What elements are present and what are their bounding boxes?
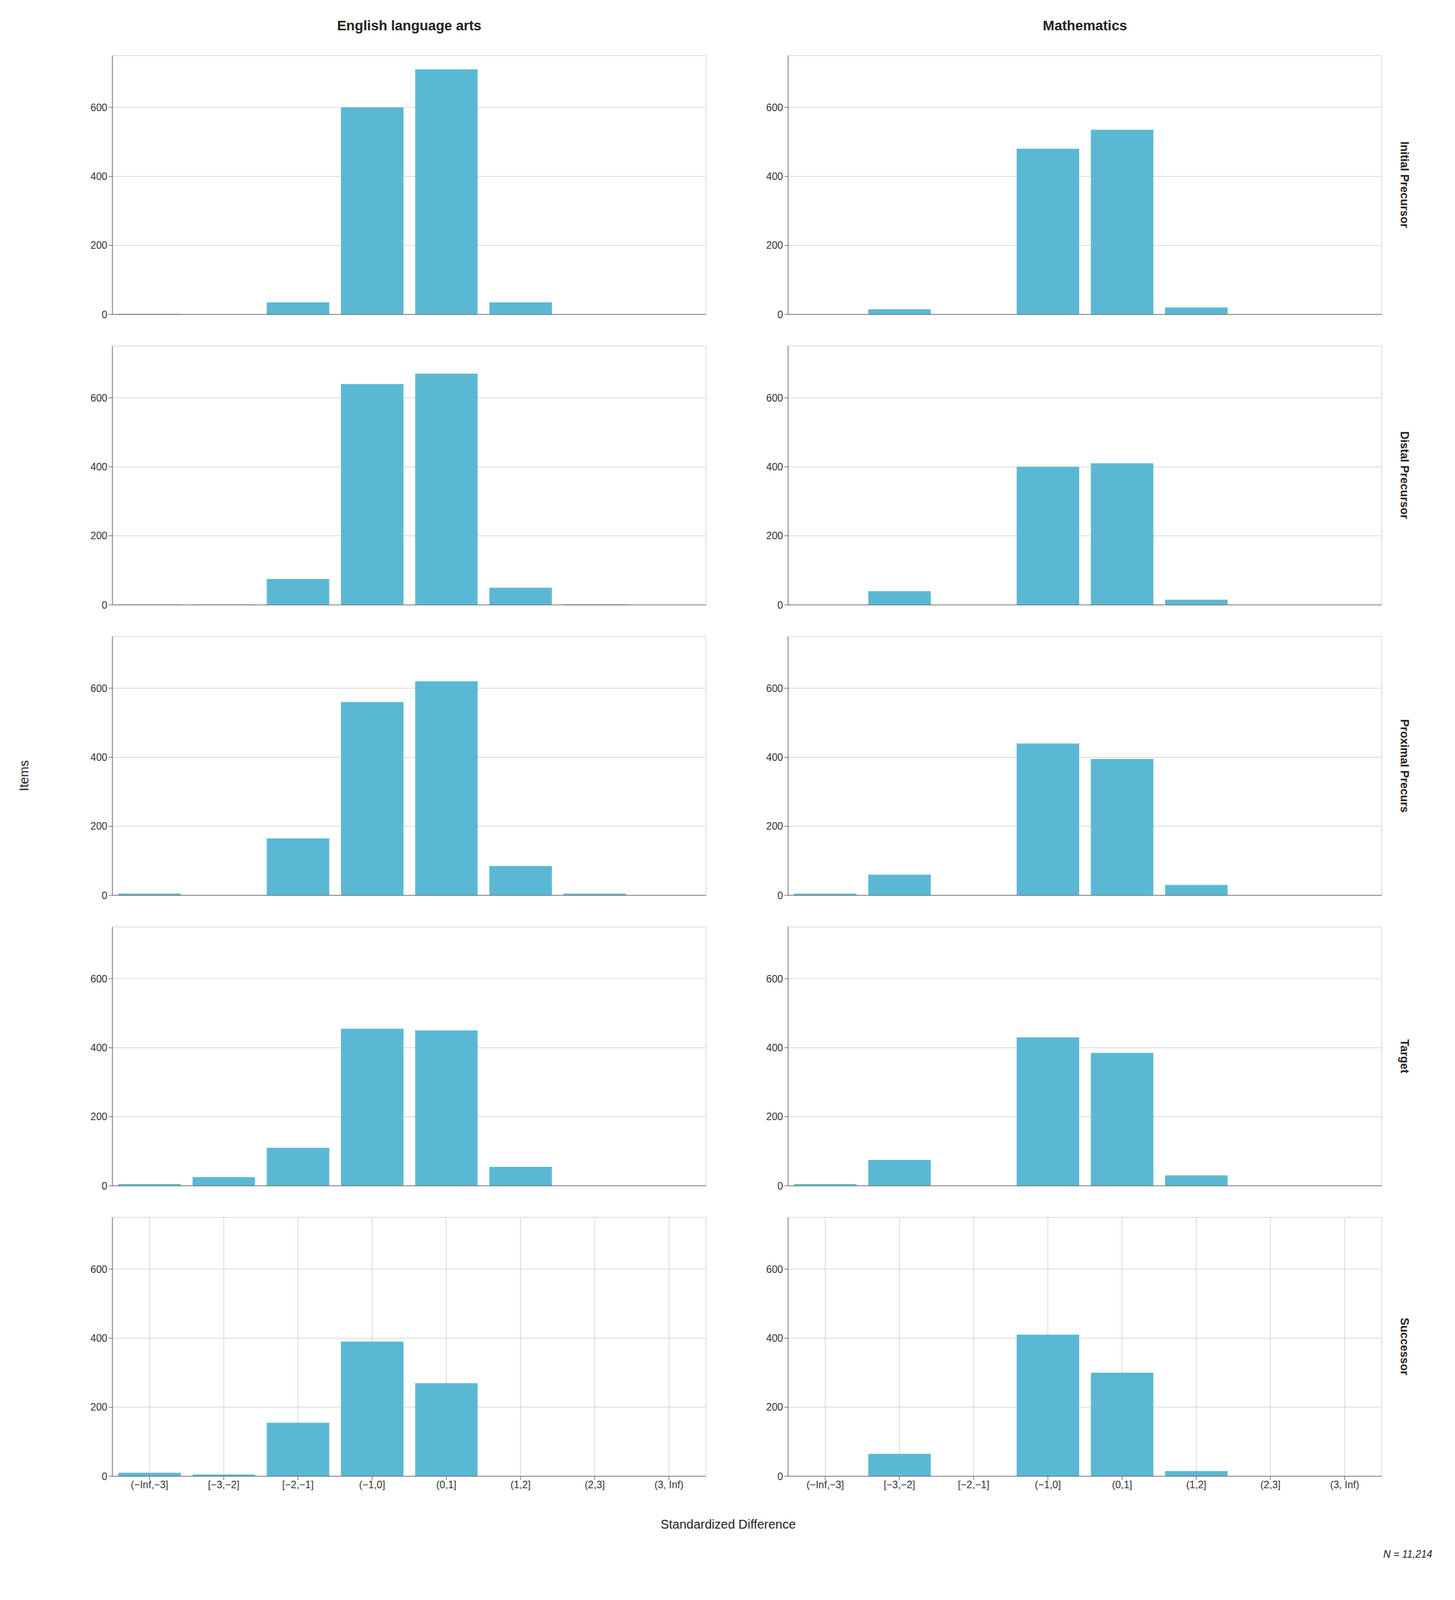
svg-text:600: 600 [766,683,784,695]
svg-text:0: 0 [777,599,784,611]
svg-text:(−1,0]: (−1,0] [1035,1479,1061,1491]
svg-text:400: 400 [766,1042,784,1054]
svg-text:(−1,0]: (−1,0] [359,1479,386,1491]
svg-text:200: 200 [766,820,784,832]
svg-text:0: 0 [101,309,108,321]
svg-text:(1,2]: (1,2] [1185,1479,1207,1491]
svg-text:400: 400 [766,1333,784,1344]
svg-text:0: 0 [777,890,784,902]
svg-text:0: 0 [101,1180,108,1192]
svg-text:[−3,−2]: [−3,−2] [883,1479,916,1491]
svg-text:0: 0 [777,1471,784,1483]
svg-text:200: 200 [90,239,108,251]
svg-text:600: 600 [766,973,784,985]
svg-text:(−Inf,−3]: (−Inf,−3] [806,1479,845,1491]
svg-text:200: 200 [766,1111,784,1123]
html-text:English language arts: English language arts [337,17,482,34]
svg-text:(−Inf,−3]: (−Inf,−3] [130,1479,169,1491]
svg-text:200: 200 [90,1401,108,1413]
svg-text:400: 400 [766,461,784,473]
html-text:Items: Items [16,760,31,791]
svg-text:[−2,−1]: [−2,−1] [958,1479,990,1491]
svg-text:(0,1]: (0,1] [436,1479,457,1491]
svg-text:(3, Inf): (3, Inf) [654,1479,684,1491]
svg-text:0: 0 [777,1180,784,1192]
svg-text:(2,3]: (2,3] [584,1479,605,1491]
svg-text:200: 200 [90,530,108,542]
svg-text:600: 600 [90,683,108,695]
svg-text:200: 200 [766,530,784,542]
svg-text:200: 200 [766,1401,784,1413]
svg-text:600: 600 [766,1264,784,1276]
html-text:Mathematics: Mathematics [1042,17,1127,34]
svg-text:(1,2]: (1,2] [510,1479,531,1491]
svg-text:400: 400 [766,171,784,182]
svg-text:400: 400 [90,461,108,473]
html-text:Distal Precursor: Distal Precursor [1398,431,1411,520]
svg-text:600: 600 [766,392,784,404]
svg-text:0: 0 [777,309,784,321]
html-text:Initial Precursor: Initial Precursor [1398,141,1411,229]
svg-text:200: 200 [90,1111,108,1123]
svg-text:(2,3]: (2,3] [1260,1479,1281,1491]
html-text:Target: Target [1398,1039,1411,1074]
svg-text:[−3,−2]: [−3,−2] [207,1479,240,1491]
html-text:Standardized Difference: Standardized Difference [660,1517,796,1532]
svg-text:(0,1]: (0,1] [1112,1479,1133,1491]
svg-text:200: 200 [90,820,108,832]
html-text:Proximal Precurs: Proximal Precurs [1398,719,1411,813]
svg-text:600: 600 [766,102,784,114]
svg-text:[−2,−1]: [−2,−1] [282,1479,314,1491]
svg-text:400: 400 [90,171,108,182]
html-text:Successor: Successor [1398,1318,1411,1376]
svg-text:600: 600 [90,392,108,404]
svg-text:600: 600 [90,102,108,114]
svg-text:400: 400 [766,752,784,763]
svg-text:0: 0 [101,599,108,611]
svg-text:600: 600 [90,1264,108,1276]
svg-text:(3, Inf): (3, Inf) [1329,1479,1360,1491]
svg-text:0: 0 [101,1471,108,1483]
svg-text:600: 600 [90,973,108,985]
svg-text:400: 400 [90,752,108,763]
svg-text:200: 200 [766,239,784,251]
svg-text:0: 0 [101,890,108,902]
html-text:N = 11,214: N = 11,214 [1383,1549,1433,1560]
svg-text:400: 400 [90,1333,108,1344]
svg-text:400: 400 [90,1042,108,1054]
